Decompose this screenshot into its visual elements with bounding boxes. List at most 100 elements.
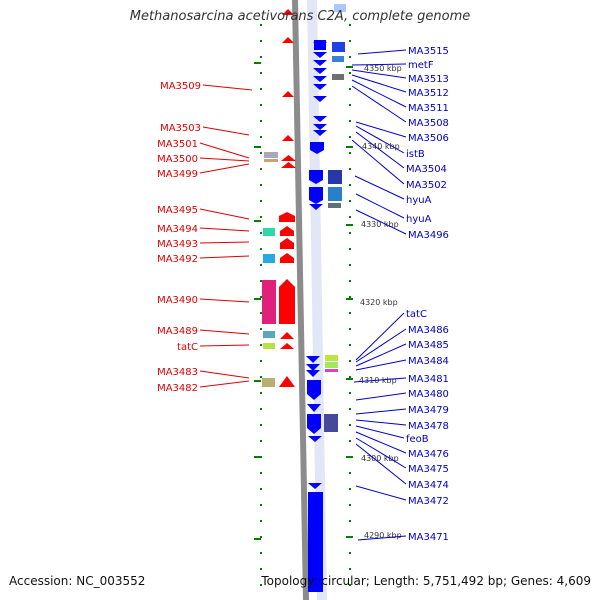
forward-gene-arrow [282, 91, 294, 97]
gene-block [325, 369, 338, 372]
reverse-gene-label: istB [406, 149, 425, 160]
label-leader-line [355, 121, 407, 138]
label-leader-line [199, 298, 250, 303]
forward-gene-arrow [281, 155, 296, 161]
reverse-gene-label: MA3513 [408, 74, 449, 85]
reverse-gene-label: MA3504 [406, 164, 447, 175]
label-leader-line [355, 359, 407, 371]
reverse-gene-arrow [313, 76, 327, 82]
ruler-dot [349, 392, 351, 394]
forward-gene-labels: MA3509 MA3503 MA3501 MA3500 MA3499 MA3495 MA34… [157, 81, 253, 394]
reverse-gene-label: metF [408, 60, 434, 71]
ruler-dot [260, 424, 262, 426]
right-dotted-ruler [346, 24, 353, 586]
ruler-dot [349, 24, 351, 26]
ruler-dot [260, 552, 262, 554]
label-leader-line [351, 139, 405, 185]
ruler-dot [349, 296, 351, 298]
ruler-dot [349, 472, 351, 474]
label-leader-line [355, 408, 407, 415]
reverse-gene-arrow [309, 170, 323, 184]
reverse-gene-label: MA3474 [408, 480, 449, 491]
forward-gene-label: MA3482 [157, 383, 198, 394]
forward-gene-arrow [280, 253, 294, 263]
label-leader-line [355, 193, 405, 219]
ruler-dot [349, 440, 351, 442]
reverse-gene-label: MA3481 [408, 374, 449, 385]
ruler-dot [260, 104, 262, 106]
reverse-gene-arrow [313, 96, 327, 102]
gene-block [264, 159, 278, 162]
forward-gene-arrow [279, 212, 295, 222]
reverse-gene-label: MA3471 [408, 532, 449, 543]
reverse-gene-label: feoB [406, 434, 429, 445]
ruler-dot [349, 248, 351, 250]
forward-gene-label: tatC [177, 342, 198, 353]
label-leader-line [357, 535, 407, 541]
ruler-dot [349, 72, 351, 74]
label-leader-line [199, 208, 250, 220]
gene-block [263, 254, 275, 263]
forward-gene-arrow [281, 162, 296, 168]
label-leader-line [351, 69, 407, 79]
forward-gene-arrow [282, 135, 294, 141]
reverse-gene-arrow [307, 414, 321, 434]
reverse-gene-arrow [308, 492, 323, 592]
label-leader-line [353, 377, 407, 383]
reverse-gene-label: tatC [406, 309, 427, 320]
reverse-gene-label: hyuA [406, 214, 432, 225]
ruler-tick [254, 220, 261, 222]
kbp-marker-label: 4330 kbp [361, 220, 399, 229]
ruler-dot [349, 232, 351, 234]
ruler-dot [349, 88, 351, 90]
ruler-dot [349, 184, 351, 186]
label-leader-line [354, 175, 405, 200]
kbp-marker-label: 4350 kbp [364, 64, 402, 73]
reverse-gene-arrow [306, 370, 320, 377]
reverse-gene-label: MA3479 [408, 405, 449, 416]
label-leader-line [351, 74, 407, 93]
forward-gene-label: MA3501 [157, 139, 198, 150]
ruler-dot [349, 280, 351, 282]
reverse-gene-label: MA3480 [408, 389, 449, 400]
ruler-dot [260, 264, 262, 266]
label-leader-line [199, 344, 250, 347]
ruler-dot [349, 120, 351, 122]
gene-block [332, 74, 344, 80]
label-leader-line [355, 485, 407, 501]
label-leader-line [202, 126, 250, 136]
reverse-gene-arrow [313, 124, 327, 130]
ruler-dot [349, 216, 351, 218]
ruler-dot [260, 248, 262, 250]
label-leader-line [351, 79, 407, 108]
label-leader-line [199, 157, 250, 162]
ruler-dot [349, 568, 351, 570]
ruler-dot [349, 344, 351, 346]
ruler-dot [260, 280, 262, 282]
ruler-dot [260, 40, 262, 42]
reverse-gene-arrow [313, 52, 327, 58]
ruler-dot [260, 56, 262, 58]
kbp-marker-label: 4300 kbp [361, 454, 399, 463]
reverse-gene-label: MA3476 [408, 449, 449, 460]
ruler-dot [349, 264, 351, 266]
gene-block [324, 414, 338, 432]
ruler-dot [349, 520, 351, 522]
ruler-dot [260, 584, 262, 586]
ruler-dot [349, 200, 351, 202]
ruler-dot [260, 168, 262, 170]
gene-block [328, 170, 342, 184]
gene-block [332, 56, 344, 62]
kbp-marker-label: 4340 kbp [362, 142, 400, 151]
reverse-gene-label: hyuA [406, 195, 432, 206]
label-leader-line [355, 425, 405, 439]
ruler-tick [346, 456, 353, 458]
forward-gene-arrow [280, 332, 294, 339]
ruler-dot [260, 344, 262, 346]
label-leader-line [355, 125, 405, 154]
forward-gene-label: MA3509 [160, 81, 201, 92]
forward-gene-arrow [279, 376, 295, 387]
ruler-dot [260, 376, 262, 378]
ruler-tick [254, 380, 261, 382]
